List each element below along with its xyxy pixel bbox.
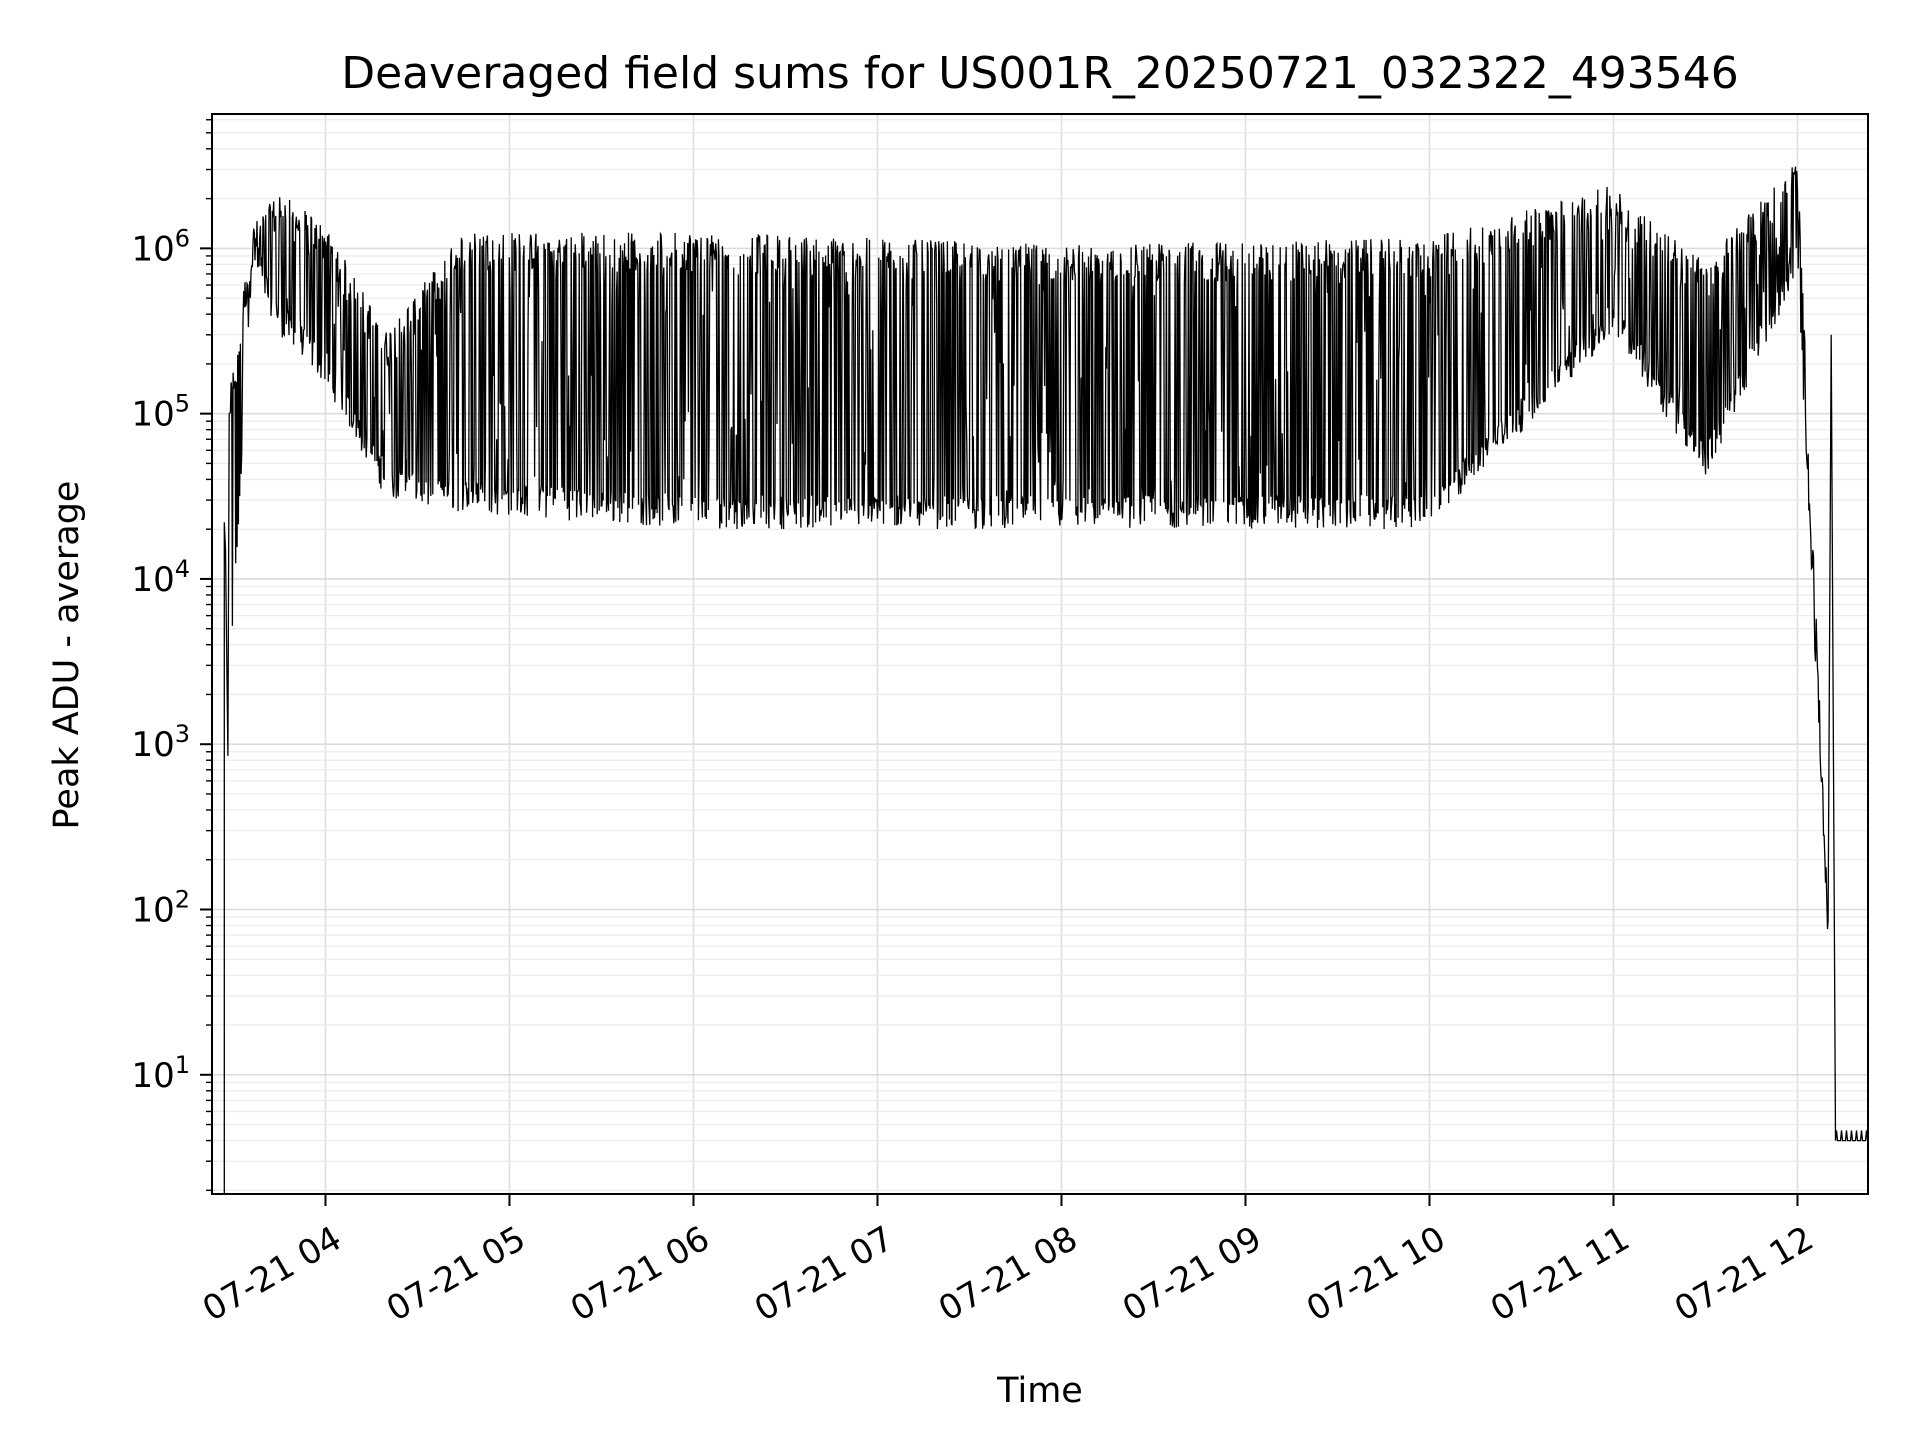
y-tick-label: 104 xyxy=(131,555,190,600)
y-tick-label: 106 xyxy=(131,224,190,269)
y-tick-label: 101 xyxy=(131,1051,190,1096)
y-tick-base: 10 xyxy=(131,560,174,600)
y-tick-label: 105 xyxy=(131,390,190,435)
y-axis-label: Peak ADU - average xyxy=(47,481,87,830)
x-axis-label: Time xyxy=(996,1371,1083,1411)
y-tick-exponent: 6 xyxy=(175,224,190,252)
y-tick-label: 103 xyxy=(131,720,190,765)
plot-frame xyxy=(211,113,1869,1195)
chart-title: Deaveraged field sums for US001R_2025072… xyxy=(341,48,1739,99)
y-tick-base: 10 xyxy=(131,395,174,435)
y-tick-exponent: 3 xyxy=(175,720,190,748)
y-tick-exponent: 2 xyxy=(175,886,190,914)
y-tick-exponent: 4 xyxy=(175,555,190,583)
y-tick-base: 10 xyxy=(131,725,174,765)
y-tick-exponent: 1 xyxy=(175,1051,190,1079)
y-tick-base: 10 xyxy=(131,1056,174,1096)
series-layer xyxy=(223,166,1869,1194)
series-line xyxy=(223,166,1869,1194)
y-tick-base: 10 xyxy=(131,229,174,269)
y-tick-label: 102 xyxy=(131,886,190,931)
y-tick-exponent: 5 xyxy=(175,390,190,418)
y-tick-base: 10 xyxy=(131,891,174,931)
